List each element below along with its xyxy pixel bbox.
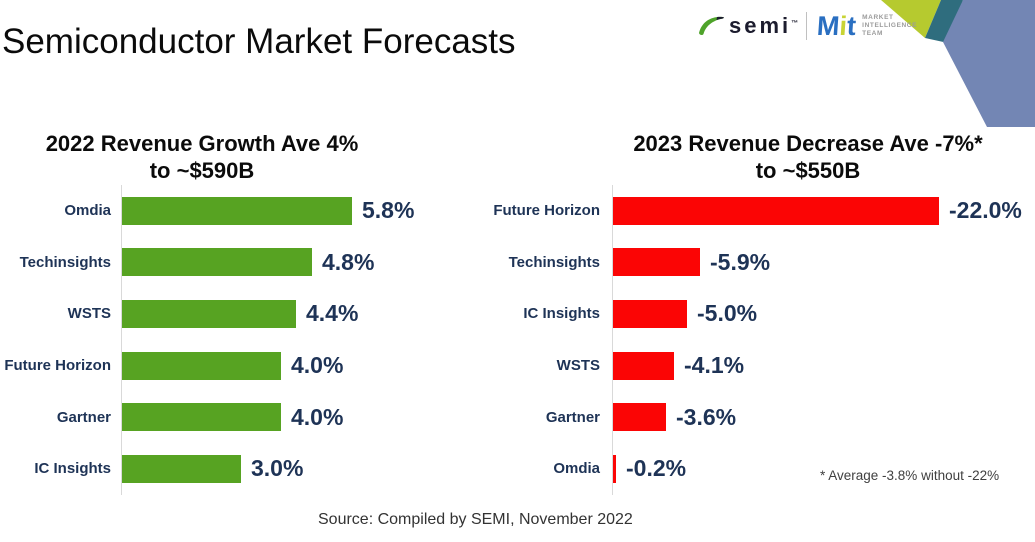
deco-blue-shape — [943, 0, 1035, 127]
value-label: -4.1% — [684, 352, 745, 379]
chart-2023-decrease: 2023 Revenue Decrease Ave -7%* to ~$550B… — [470, 130, 1035, 495]
bar-area: -4.1% — [612, 339, 1035, 392]
bar — [122, 299, 296, 328]
value-label: 4.0% — [291, 352, 344, 379]
bar — [122, 454, 241, 483]
mit-logo: Mit — [816, 10, 858, 41]
value-label: -5.9% — [710, 248, 771, 275]
bar-area: 5.8% — [121, 185, 470, 237]
category-label: Techinsights — [508, 253, 600, 271]
logo-divider — [806, 12, 808, 40]
chart-row: WSTS 4.4% — [0, 288, 470, 340]
semi-swoosh-icon — [699, 16, 724, 36]
category-label: IC Insights — [34, 460, 111, 478]
bar-area: 4.8% — [121, 236, 470, 289]
value-label: 4.4% — [306, 300, 359, 327]
value-label: -5.0% — [697, 300, 758, 327]
category-label: WSTS — [556, 357, 600, 375]
bar-area: -3.6% — [612, 391, 1035, 443]
bar-area: -22.0% — [612, 185, 1035, 237]
bar — [122, 351, 281, 380]
deco-lime-shape — [881, 0, 941, 38]
chart-row: Techinsights -5.9% — [470, 236, 1035, 289]
chart-row: Omdia -0.2% — [470, 442, 1035, 495]
bar — [122, 248, 312, 277]
bar-area: 4.0% — [121, 391, 470, 443]
chart-row: IC Insights -5.0% — [470, 288, 1035, 340]
semi-logo: semi™ — [729, 13, 799, 38]
chart-title-2022: 2022 Revenue Growth Ave 4% to ~$590B — [45, 131, 359, 183]
corner-decoration — [881, 0, 1035, 127]
bar — [613, 351, 674, 380]
category-label: Gartner — [545, 408, 600, 426]
bar-area: 3.0% — [121, 442, 470, 495]
category-label: Future Horizon — [493, 202, 600, 220]
average-footnote: * Average -3.8% without -22% — [820, 468, 1000, 483]
chart-rows-2022: Omdia 5.8% Techinsights 4.8% WSTS 4.4% Future … — [0, 185, 470, 495]
chart-row: Future Horizon -22.0% — [470, 185, 1035, 237]
deco-teal-shape — [925, 0, 963, 43]
value-label: 4.0% — [291, 403, 344, 430]
value-label: 4.8% — [322, 248, 375, 275]
chart-row: Gartner -3.6% — [470, 391, 1035, 443]
bar — [613, 403, 666, 432]
category-label: Future Horizon — [4, 357, 111, 375]
bar — [613, 248, 700, 277]
semi-trademark: ™ — [791, 20, 799, 27]
value-label: -22.0% — [949, 197, 1022, 224]
value-label: -3.6% — [676, 403, 737, 430]
value-label: 3.0% — [251, 455, 304, 482]
chart-rows-2023: Future Horizon -22.0% Techinsights -5.9% IC … — [470, 185, 1035, 495]
bar — [122, 403, 281, 432]
chart-row: Techinsights 4.8% — [0, 236, 470, 289]
value-label: 5.8% — [362, 197, 415, 224]
chart-row: Future Horizon 4.0% — [0, 339, 470, 392]
bar — [613, 299, 687, 328]
category-label: Gartner — [56, 408, 111, 426]
bar-area: -0.2% — [612, 442, 1035, 495]
category-label: Techinsights — [19, 253, 111, 271]
chart-row: Gartner 4.0% — [0, 391, 470, 443]
bar-area: 4.0% — [121, 339, 470, 392]
chart-2022-growth: 2022 Revenue Growth Ave 4% to ~$590B Omd… — [0, 130, 470, 495]
category-label: Omdia — [64, 202, 111, 220]
chart-title-2023: 2023 Revenue Decrease Ave -7%* to ~$550B — [633, 131, 983, 183]
bar — [613, 454, 616, 483]
value-label: -0.2% — [626, 455, 687, 482]
bar-area: -5.9% — [612, 236, 1035, 289]
bar — [122, 196, 352, 225]
bar — [613, 196, 939, 225]
source-text: Source: Compiled by SEMI, November 2022 — [318, 511, 633, 528]
mit-team-text: MARKET INTELLIGENCE TEAM — [862, 14, 918, 37]
chart-row: Omdia 5.8% — [0, 185, 470, 237]
chart-row: IC Insights 3.0% — [0, 442, 470, 495]
category-label: Omdia — [553, 460, 600, 478]
bar-area: 4.4% — [121, 288, 470, 340]
chart-row: WSTS -4.1% — [470, 339, 1035, 392]
category-label: IC Insights — [523, 305, 600, 323]
logo-block: semi™ Mit MARKET INTELLIGENCE TEAM — [697, 9, 917, 43]
bar-area: -5.0% — [612, 288, 1035, 340]
page-title: Semiconductor Market Forecasts — [2, 22, 516, 61]
category-label: WSTS — [67, 305, 111, 323]
